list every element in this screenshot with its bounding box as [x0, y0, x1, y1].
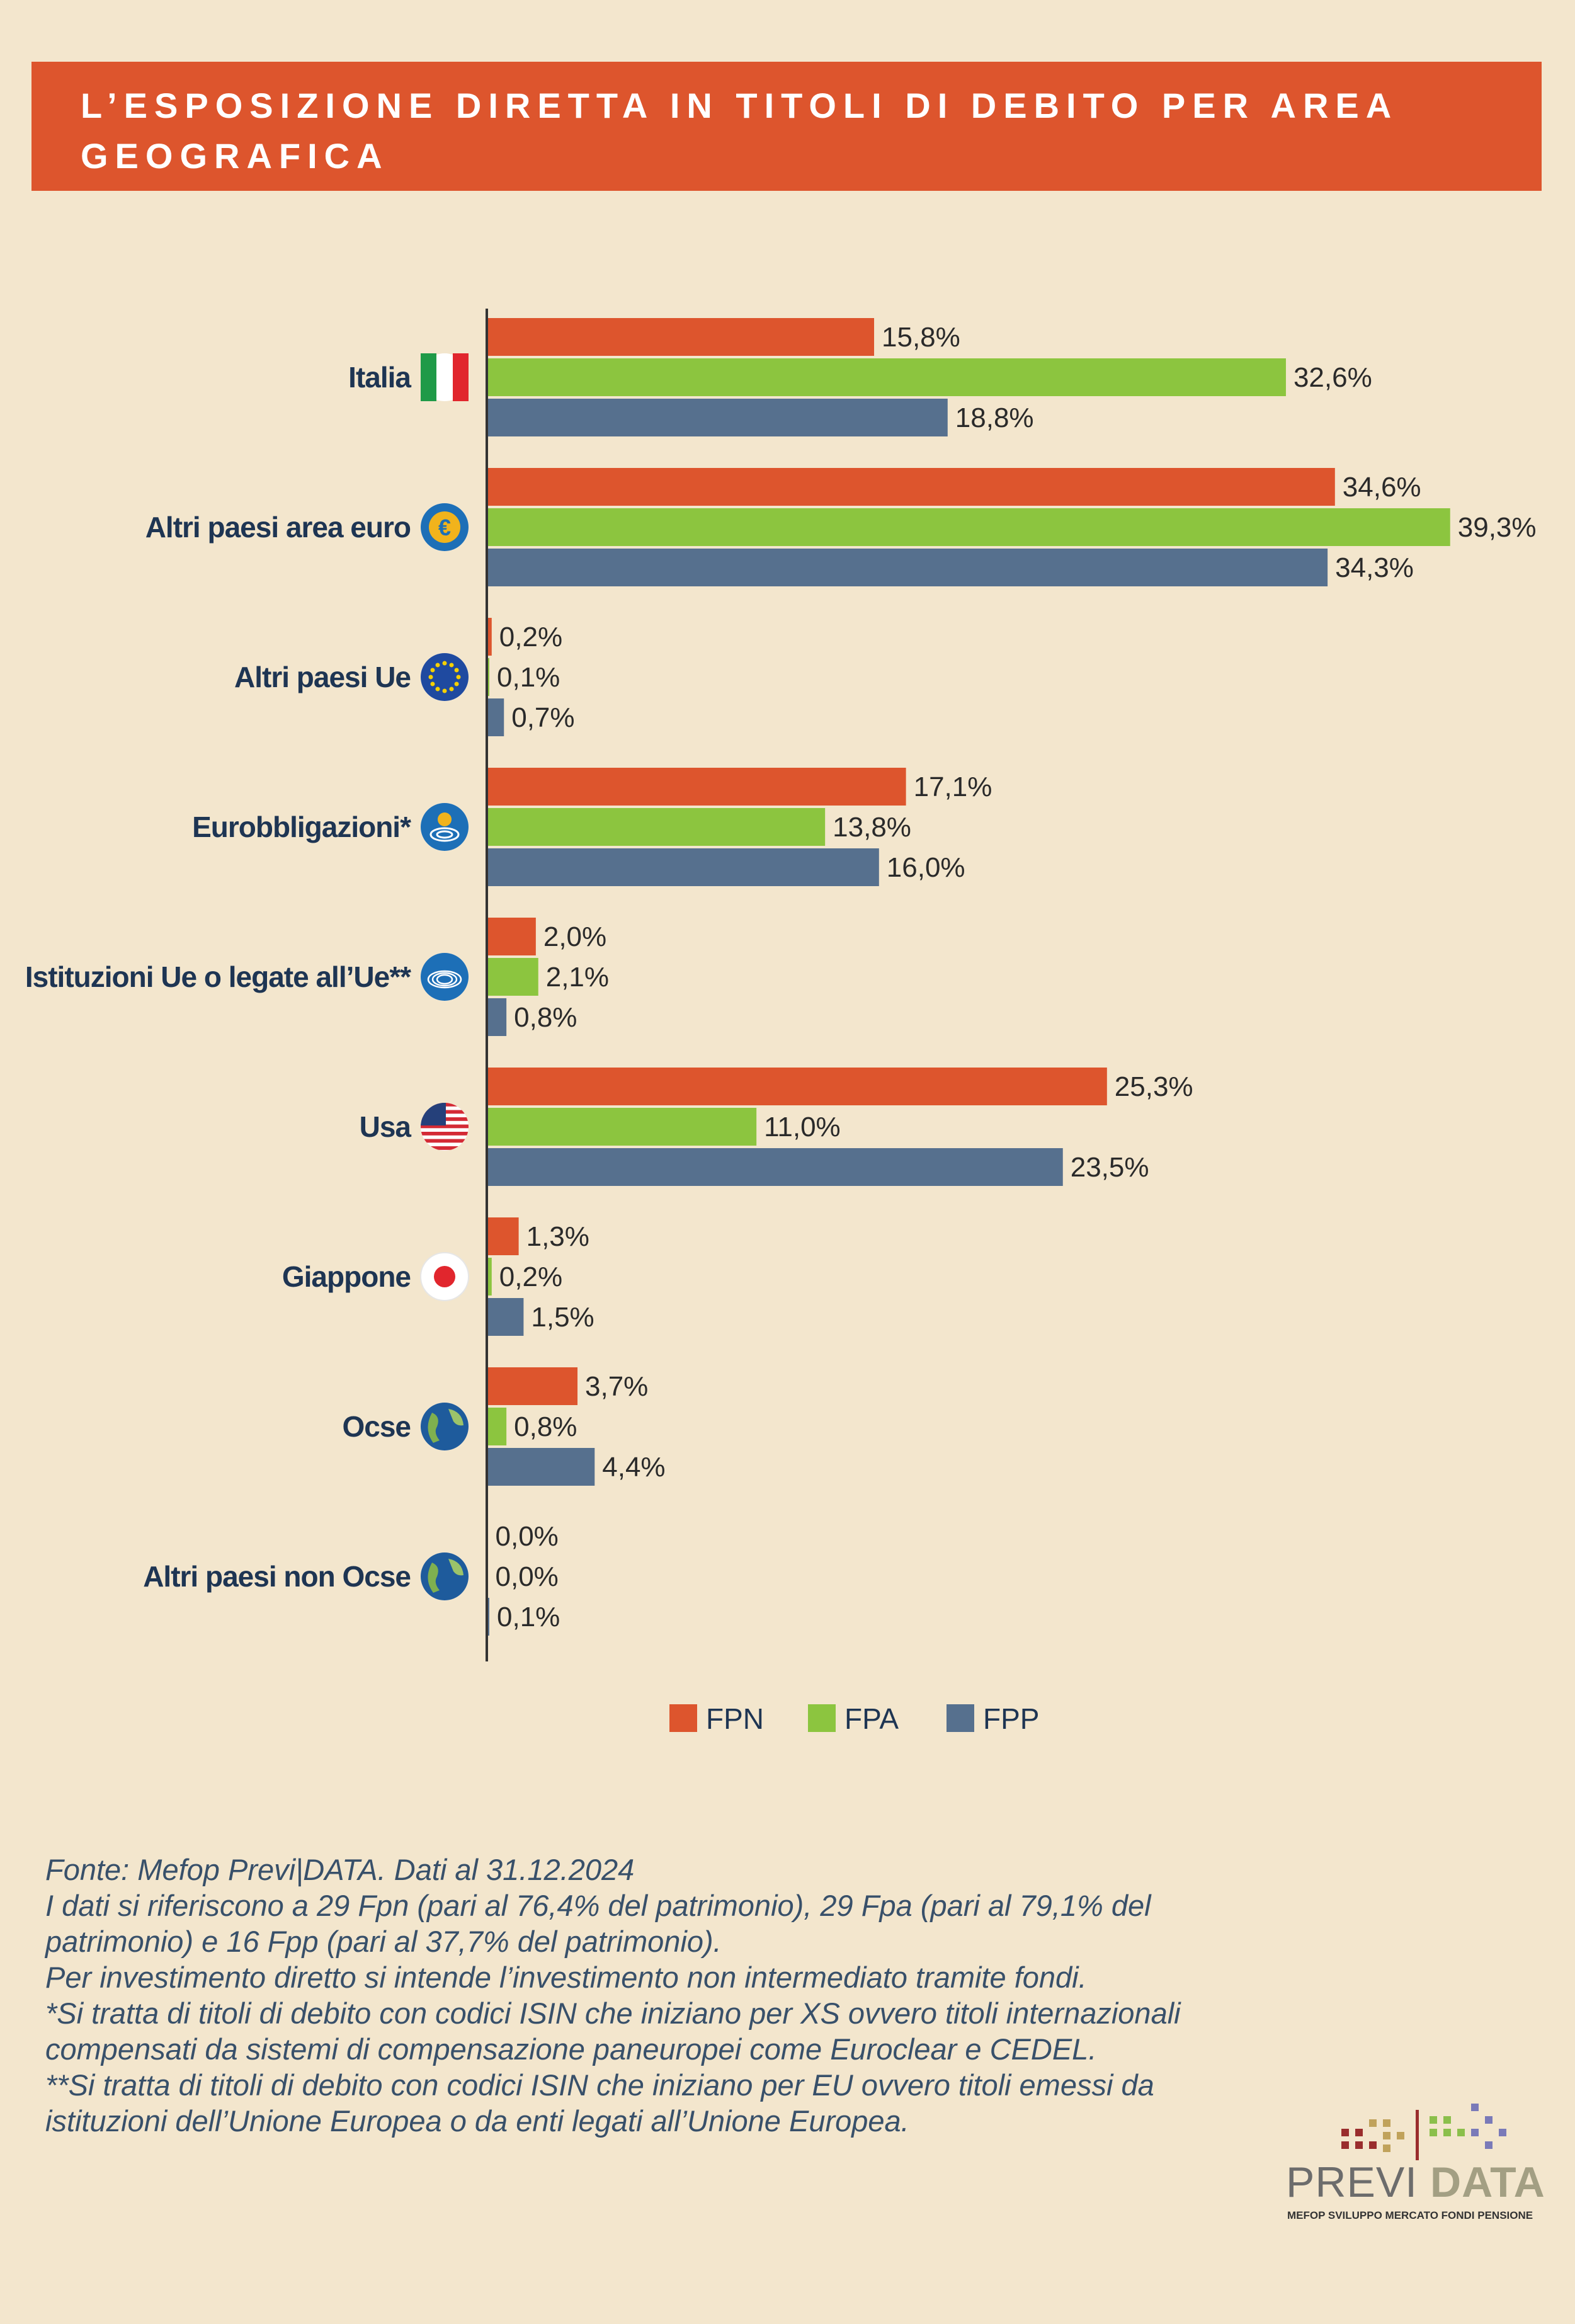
value-label-fpa-usa: 11,0%	[764, 1112, 841, 1142]
bar-fpa-eurobbligazioni	[487, 808, 826, 846]
bar-fpn-altri-paesi-area-euro	[487, 468, 1335, 506]
chart-title: L’esposizione diretta in titoli di debit…	[81, 86, 1397, 176]
category-label-italia: Italia	[348, 361, 411, 394]
value-label-fpa-altri-paesi-non-ocse: 0,0%	[496, 1561, 559, 1592]
note-definition: Per investimento diretto si intende l’in…	[45, 1961, 1087, 1994]
value-label-fpa-ocse: 0,8%	[514, 1411, 577, 1442]
category-label-altri-paesi-non-ocse: Altri paesi non Ocse	[143, 1560, 411, 1593]
category-label-eurobbligazioni: Eurobbligazioni*	[192, 811, 411, 843]
legend-label-fpa: FPA	[844, 1702, 899, 1735]
value-label-fpp-altri-paesi-area-euro: 34,3%	[1335, 552, 1414, 583]
value-label-fpp-giappone: 1,5%	[531, 1302, 594, 1333]
value-label-fpp-italia: 18,8%	[955, 402, 1034, 433]
bar-fpn-ocse	[487, 1367, 578, 1405]
value-label-fpa-italia: 32,6%	[1294, 362, 1372, 393]
legend-swatch-fpn	[669, 1704, 697, 1732]
bar-fpp-eurobbligazioni	[487, 848, 879, 886]
value-label-fpn-altri-paesi-area-euro: 34,6%	[1343, 472, 1421, 503]
bar-fpn-eurobbligazioni	[487, 768, 906, 806]
note-funds: I dati si riferiscono a 29 Fpn (pari al …	[45, 1889, 1151, 1958]
bar-fpn-giappone	[487, 1217, 519, 1255]
bar-fpp-italia	[487, 399, 948, 436]
japan-flag-icon	[420, 1252, 469, 1301]
legend-swatch-fpp	[947, 1704, 974, 1732]
bar-fpn-istituzioni-ue-o-legate-all-ue	[487, 918, 536, 955]
value-label-fpn-eurobbligazioni: 17,1%	[914, 772, 992, 802]
bar-fpp-altri-paesi-area-euro	[487, 549, 1328, 586]
bar-fpn-altri-paesi-ue	[487, 618, 492, 656]
bar-fpa-ocse	[487, 1408, 507, 1445]
bar-chart: 15,8% 32,6% 18,8% Italia 34,6% 39,3% 34,3% Altr…	[25, 309, 1537, 1735]
euro-icon: €	[421, 503, 469, 551]
bar-fpa-giappone	[487, 1258, 492, 1296]
bar-fpp-ocse	[487, 1448, 595, 1486]
value-label-fpa-altri-paesi-ue: 0,1%	[497, 662, 560, 693]
value-label-fpa-istituzioni-ue-o-legate-all-ue: 2,1%	[546, 962, 609, 993]
title-banner: L’esposizione diretta in titoli di debit…	[31, 62, 1542, 191]
previdata-logo: PREVI DATA MEFOP SVILUPPO MERCATO FONDI …	[1278, 2097, 1549, 2223]
value-label-fpn-giappone: 1,3%	[526, 1221, 589, 1252]
value-label-fpn-altri-paesi-non-ocse: 0,0%	[496, 1521, 559, 1552]
bar-fpp-istituzioni-ue-o-legate-all-ue	[487, 998, 507, 1036]
bar-fpn-usa	[487, 1068, 1107, 1105]
category-label-usa: Usa	[360, 1110, 412, 1143]
bar-fpp-giappone	[487, 1298, 524, 1336]
value-label-fpp-altri-paesi-ue: 0,7%	[511, 702, 574, 733]
value-label-fpp-eurobbligazioni: 16,0%	[887, 852, 965, 883]
value-label-fpn-usa: 25,3%	[1115, 1071, 1193, 1102]
note-source: Fonte: Mefop Previ|DATA. Dati al 31.12.2…	[45, 1853, 635, 1886]
value-label-fpn-istituzioni-ue-o-legate-all-ue: 2,0%	[543, 921, 606, 952]
logo-wordmark: PREVI DATA	[1286, 2158, 1545, 2206]
footnotes: Fonte: Mefop Previ|DATA. Dati al 31.12.2…	[45, 1852, 1273, 2139]
category-label-altri-paesi-ue: Altri paesi Ue	[234, 661, 411, 693]
note-eurobonds: *Si tratta di titoli di debito con codic…	[45, 1996, 1181, 2066]
value-label-fpa-altri-paesi-area-euro: 39,3%	[1458, 512, 1537, 543]
usa-flag-icon	[421, 1103, 469, 1151]
bar-fpa-italia	[487, 358, 1286, 396]
bar-fpa-altri-paesi-area-euro	[487, 508, 1450, 546]
globe-icon	[421, 1552, 469, 1600]
value-label-fpp-usa: 23,5%	[1071, 1152, 1149, 1183]
value-label-fpp-istituzioni-ue-o-legate-all-ue: 0,8%	[514, 1002, 577, 1033]
legend-label-fpn: FPN	[706, 1702, 764, 1735]
globe-icon	[421, 1403, 469, 1450]
italy-flag-icon	[421, 353, 469, 401]
value-label-fpa-giappone: 0,2%	[499, 1262, 562, 1292]
category-label-giappone: Giappone	[282, 1260, 411, 1293]
value-label-fpn-ocse: 3,7%	[585, 1371, 648, 1402]
bar-fpn-italia	[487, 318, 875, 356]
eu-flag-icon	[421, 653, 469, 701]
category-label-altri-paesi-area-euro: Altri paesi area euro	[145, 511, 411, 544]
logo-subtitle: MEFOP SVILUPPO MERCATO FONDI PENSIONE	[1287, 2209, 1533, 2221]
value-label-fpn-altri-paesi-ue: 0,2%	[499, 622, 562, 652]
note-eu-institutions: **Si tratta di titoli di debito con codi…	[45, 2068, 1154, 2138]
value-label-fpp-altri-paesi-non-ocse: 0,1%	[497, 1602, 560, 1632]
legend-label-fpp: FPP	[983, 1702, 1039, 1735]
eu-parliament-icon	[421, 953, 469, 1001]
value-label-fpn-italia: 15,8%	[882, 322, 960, 353]
eurobond-icon	[421, 803, 469, 851]
category-label-ocse: Ocse	[342, 1410, 411, 1443]
svg-text:€: €	[438, 515, 451, 540]
value-label-fpa-eurobbligazioni: 13,8%	[833, 812, 911, 843]
legend-swatch-fpa	[808, 1704, 836, 1732]
category-label-istituzioni-ue-o-legate-all-ue: Istituzioni Ue o legate all’Ue**	[25, 960, 411, 993]
bar-fpp-altri-paesi-ue	[487, 698, 504, 736]
value-label-fpp-ocse: 4,4%	[602, 1452, 665, 1483]
bar-fpa-istituzioni-ue-o-legate-all-ue	[487, 958, 538, 996]
bar-fpa-usa	[487, 1108, 757, 1146]
logo-bars-icon	[1341, 2104, 1506, 2160]
bar-fpp-usa	[487, 1148, 1063, 1186]
